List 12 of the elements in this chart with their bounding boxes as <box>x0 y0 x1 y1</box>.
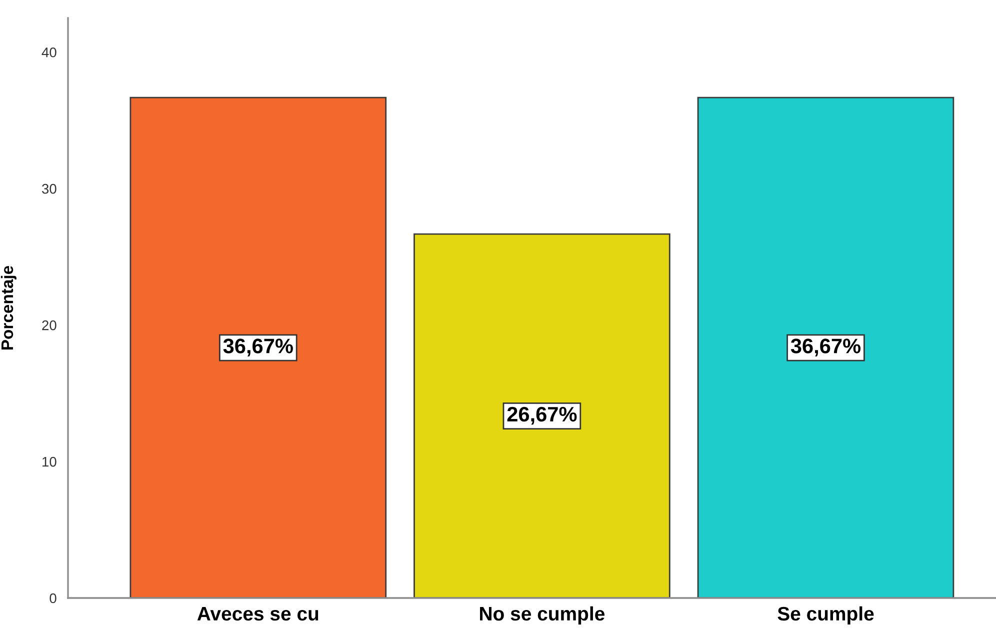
x-tick-label: Aveces se cu <box>197 607 318 621</box>
y-tick-label: 0 <box>50 593 56 604</box>
y-tick-label: 30 <box>42 184 56 194</box>
data-label: 26,67% <box>507 406 577 425</box>
y-tick-label: 40 <box>42 47 56 58</box>
y-axis-title: Porcentaje <box>0 266 16 350</box>
y-tick-label: 10 <box>42 456 56 467</box>
data-label: 36,67% <box>223 338 293 356</box>
x-tick-label: No se cumple <box>480 606 604 624</box>
y-tick-label: 20 <box>42 320 56 330</box>
x-tick-label: Se cumple <box>778 606 874 624</box>
data-label: 36,67% <box>790 338 861 356</box>
